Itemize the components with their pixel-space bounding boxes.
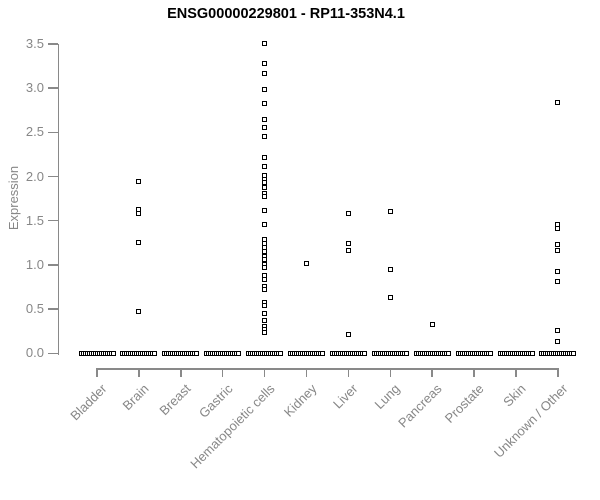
data-point — [262, 154, 268, 160]
y-tick-label: 2.5 — [25, 124, 44, 140]
data-point — [555, 339, 561, 345]
zero-data-point — [403, 350, 409, 356]
data-point — [262, 40, 268, 46]
y-tick — [48, 308, 58, 310]
x-tick — [221, 368, 224, 377]
data-point — [555, 248, 561, 254]
y-tick-label: 2.0 — [25, 168, 44, 184]
y-tick-label: 3.0 — [25, 80, 44, 96]
x-tick — [305, 368, 308, 377]
data-point — [262, 287, 268, 293]
data-point — [345, 211, 351, 217]
y-tick — [48, 43, 58, 45]
data-point — [136, 309, 142, 315]
data-point — [387, 266, 393, 272]
y-tick-label: 0.0 — [25, 345, 44, 361]
zero-data-point — [320, 350, 325, 356]
data-point — [262, 125, 268, 131]
data-point — [555, 327, 561, 333]
x-tick — [347, 368, 350, 377]
x-tick — [263, 368, 266, 377]
data-point — [262, 116, 268, 122]
x-tick — [180, 368, 182, 377]
y-tick-label: 1.0 — [25, 256, 44, 272]
data-point — [262, 164, 268, 170]
chart-title: ENSG00000229801 - RP11-353N4.1 — [167, 6, 405, 22]
data-point — [262, 184, 268, 190]
y-tick — [48, 131, 58, 134]
zero-data-point — [361, 350, 367, 356]
data-point — [262, 70, 268, 76]
zero-data-point — [278, 350, 284, 356]
zero-data-point — [110, 350, 116, 356]
y-tick-label: 3.5 — [25, 36, 44, 51]
data-point — [262, 60, 268, 66]
data-point — [262, 311, 268, 317]
zero-data-point — [152, 350, 158, 356]
x-tick — [389, 368, 392, 377]
data-point — [345, 248, 351, 254]
x-axis-line — [96, 368, 559, 370]
x-tick — [138, 368, 140, 377]
data-point — [262, 303, 268, 309]
y-axis-line — [57, 44, 59, 355]
data-point — [387, 208, 393, 214]
x-tick — [557, 368, 559, 377]
x-tick — [473, 368, 475, 377]
data-point — [262, 134, 268, 140]
data-point — [136, 240, 142, 246]
data-point — [345, 241, 351, 247]
data-point — [262, 100, 268, 106]
y-tick-label: 0.5 — [25, 301, 44, 317]
data-point — [555, 226, 561, 232]
zero-data-point — [445, 350, 451, 356]
data-point — [387, 295, 393, 301]
zero-data-point — [487, 350, 493, 356]
zero-data-point — [236, 350, 242, 356]
zero-data-point — [571, 350, 577, 356]
data-point — [555, 269, 561, 275]
data-point — [262, 318, 268, 324]
data-point — [262, 330, 268, 336]
data-point — [345, 332, 351, 338]
data-point — [555, 99, 561, 105]
data-point — [555, 242, 561, 248]
y-tick — [48, 175, 58, 178]
x-tick — [431, 368, 433, 377]
data-point — [262, 207, 268, 213]
data-point — [262, 277, 268, 283]
data-point — [262, 265, 268, 271]
data-point — [262, 86, 268, 92]
data-point — [555, 279, 561, 285]
y-tick — [48, 219, 58, 222]
zero-data-point — [194, 350, 200, 356]
data-point — [136, 179, 142, 185]
y-tick — [48, 87, 58, 89]
data-point — [304, 260, 309, 266]
data-point — [136, 211, 142, 217]
data-point — [262, 221, 268, 227]
x-tick — [515, 368, 517, 377]
x-tick — [96, 368, 98, 377]
zero-data-point — [529, 350, 535, 356]
y-tick — [48, 264, 58, 266]
data-point — [262, 194, 268, 200]
data-point — [429, 321, 435, 327]
y-tick-label: 1.5 — [25, 212, 44, 228]
y-tick — [48, 352, 58, 355]
